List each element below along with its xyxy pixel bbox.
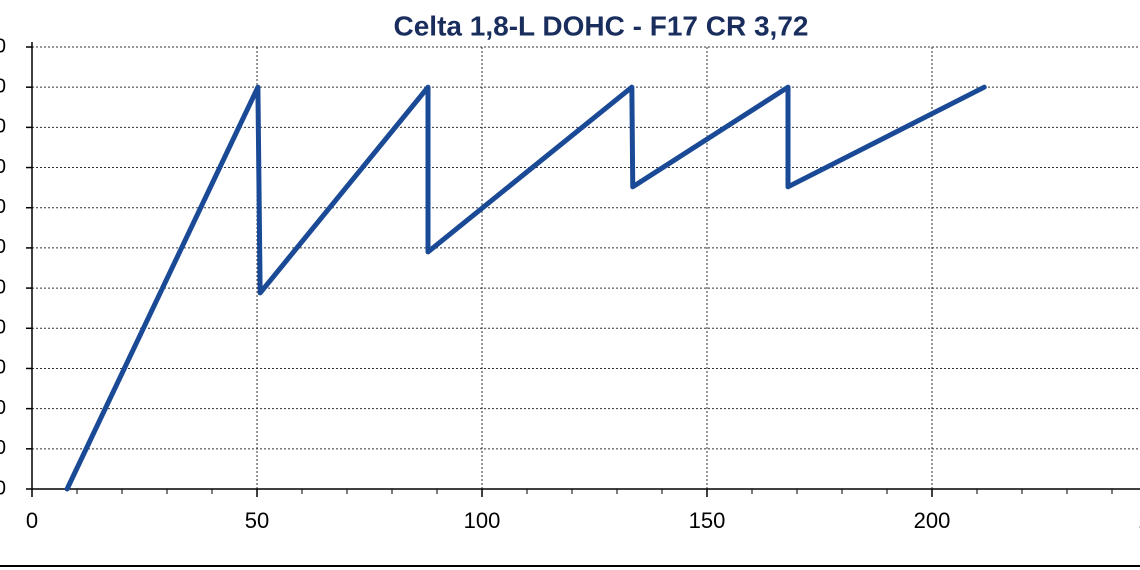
y-tick-label: 5500 — [0, 35, 6, 57]
x-tick-label: 50 — [245, 508, 269, 533]
y-tick-label: 4500 — [0, 116, 6, 138]
y-tick-label: 3000 — [0, 236, 6, 258]
data-line — [64, 84, 987, 492]
x-tick-label: 100 — [464, 508, 501, 533]
y-tick-label: 1500 — [0, 357, 6, 379]
y-tick-label: 1000 — [0, 397, 6, 419]
y-tick-label: 5000 — [0, 75, 6, 97]
x-tick-label: 150 — [689, 508, 726, 533]
y-tick-label: 0 — [0, 477, 6, 499]
x-tick-label: 0 — [26, 508, 38, 533]
x-tick-label: 250 — [1139, 508, 1140, 533]
y-tick-label: 2500 — [0, 276, 6, 298]
chart-title: Celta 1,8-L DOHC - F17 CR 3,72 — [394, 10, 809, 41]
y-tick-label: 4000 — [0, 156, 6, 178]
x-tick-label: 200 — [914, 508, 951, 533]
y-tick-label: 500 — [0, 437, 6, 459]
y-tick-label: 3500 — [0, 196, 6, 218]
